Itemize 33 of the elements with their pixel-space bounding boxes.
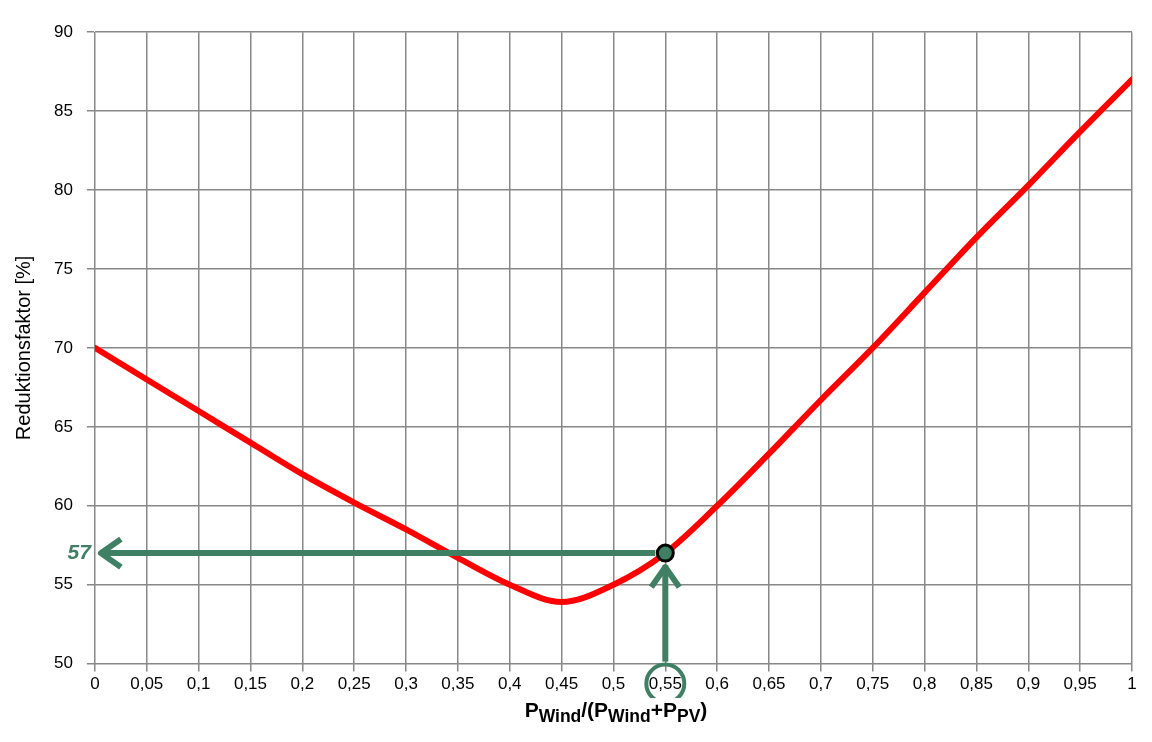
y-tick-label: 80 <box>53 179 73 199</box>
x-tick-label: 0,75 <box>856 674 890 694</box>
x-tick-label: 0,55 <box>648 674 682 694</box>
y-tick-label: 50 <box>53 653 73 673</box>
x-tick-label: 0,4 <box>497 674 522 694</box>
x-tick-label: 0,45 <box>545 674 579 694</box>
x-tick-label: 0 <box>90 674 100 694</box>
x-tick-label: 0,7 <box>809 674 833 694</box>
y-tick-label: 75 <box>53 258 73 278</box>
x-tick-label: 0,05 <box>130 674 164 694</box>
y-tick-label: 70 <box>53 337 73 357</box>
y-tick-label: 85 <box>53 100 73 120</box>
y-tick-label: 60 <box>53 495 73 515</box>
x-tick-label: 0,85 <box>959 674 993 694</box>
x-tick-label: 0,25 <box>337 674 371 694</box>
x-tick-label: 0,3 <box>394 674 418 694</box>
y-axis-title: Reduktionsfaktor [%] <box>11 255 34 441</box>
x-tick-label: 0,9 <box>1016 674 1041 694</box>
y-tick-label: 65 <box>53 416 73 436</box>
x-tick-label: 1 <box>1127 674 1137 694</box>
x-tick-label: 0,65 <box>752 674 786 694</box>
x-tick-label: 0,5 <box>601 674 626 694</box>
x-tick-label: 0,8 <box>912 674 937 694</box>
text: 57 <box>67 539 93 563</box>
x-axis-title: P$_{Wind}$/(P$_{Wind}$+P$_{PV}$) <box>523 698 709 728</box>
x-tick-label: 0,95 <box>1063 674 1097 694</box>
y-tick-label: 90 <box>53 21 73 41</box>
x-tick-label: 0,2 <box>290 674 315 694</box>
x-tick-label: 0,1 <box>186 674 211 694</box>
y-tick-label: 55 <box>53 574 73 594</box>
x-tick-label: 0,6 <box>705 674 729 694</box>
x-tick-label: 0,15 <box>233 674 268 694</box>
x-tick-label: 0,35 <box>441 674 475 694</box>
